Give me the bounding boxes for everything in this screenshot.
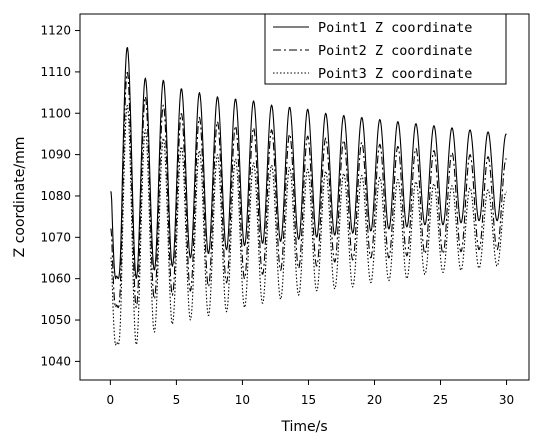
y-tick-label: 1060	[40, 272, 71, 286]
y-tick-label: 1100	[40, 106, 71, 120]
y-tick-label: 1070	[40, 230, 71, 244]
x-tick-label: 25	[433, 393, 448, 407]
y-tick-label: 1050	[40, 313, 71, 327]
series-line-point1	[110, 47, 507, 280]
axis-ticks: 0 5 10 15 20 25 30 1040 1050 1060 1070 1080 1090 1100…	[40, 24, 514, 407]
x-tick-label: 30	[499, 393, 514, 407]
x-tick-label: 20	[367, 393, 382, 407]
y-tick-label: 1120	[40, 24, 71, 38]
x-tick-label: 10	[235, 393, 250, 407]
x-tick-label: 15	[301, 393, 316, 407]
legend-label-point1: Point1 Z coordinate	[318, 20, 472, 36]
series-line-point3	[110, 104, 507, 346]
x-axis-title: Time/s	[280, 419, 327, 435]
series-line-point2	[110, 71, 507, 309]
series-lines	[110, 47, 507, 346]
legend-label-point3: Point3 Z coordinate	[318, 66, 472, 82]
x-tick-label: 5	[173, 393, 181, 407]
legend-box	[264, 13, 507, 85]
legend-label-point2: Point2 Z coordinate	[318, 43, 472, 59]
legend: Point1 Z coordinate Point2 Z coordinate …	[264, 13, 507, 85]
y-tick-label: 1080	[40, 189, 71, 203]
y-tick-label: 1090	[40, 148, 71, 162]
y-tick-label: 1040	[40, 354, 71, 368]
y-tick-label: 1110	[40, 65, 71, 79]
y-axis-title: Z coordinate/mm	[12, 137, 28, 258]
x-tick-label: 0	[107, 393, 115, 407]
